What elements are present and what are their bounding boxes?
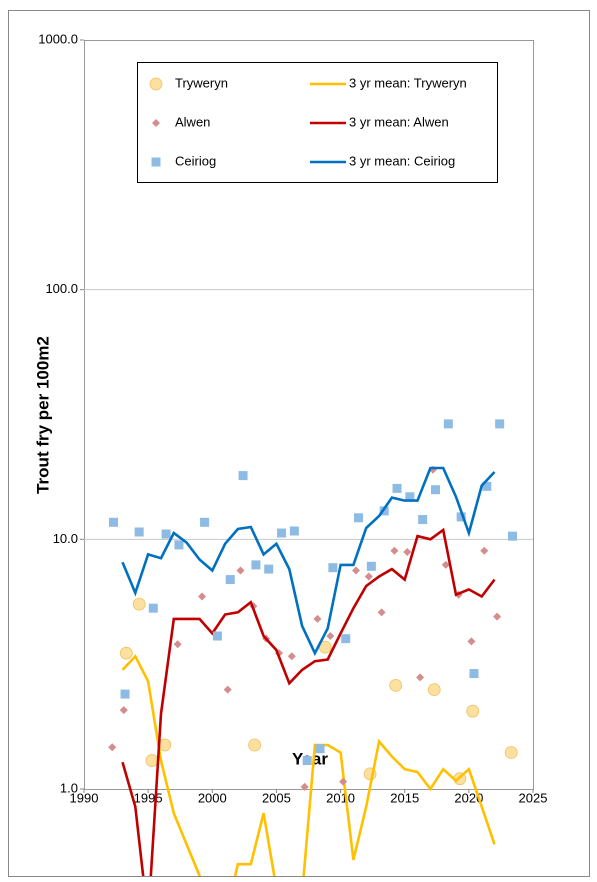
- point: [507, 531, 517, 541]
- point: [145, 754, 159, 767]
- legend-label: 3 yr mean: Ceiriog: [349, 153, 455, 168]
- point: [251, 560, 261, 570]
- point: [200, 517, 210, 527]
- point: [264, 564, 274, 574]
- point: [405, 492, 415, 502]
- x-tick-label: 1995: [134, 790, 163, 805]
- legend-label: Alwen: [175, 114, 210, 129]
- point: [119, 646, 133, 660]
- legend-label: 3 yr mean: Alwen: [349, 114, 449, 129]
- point: [354, 513, 364, 523]
- point: [119, 706, 128, 715]
- point: [248, 738, 262, 752]
- point: [431, 485, 441, 495]
- point: [366, 561, 376, 571]
- point: [466, 704, 480, 718]
- legend-label: 3 yr mean: Tryweryn: [349, 75, 467, 90]
- point: [108, 743, 117, 752]
- line: [121, 527, 496, 876]
- line: [121, 466, 496, 657]
- point: [467, 637, 476, 646]
- y-tick-label: 1.0: [60, 780, 78, 795]
- point: [377, 608, 386, 617]
- x-tick-label: 2000: [198, 790, 227, 805]
- point: [161, 529, 171, 539]
- data-layer: [108, 419, 518, 876]
- point: [495, 419, 505, 429]
- point: [493, 612, 502, 621]
- point: [120, 689, 130, 699]
- x-tick-label: 2025: [519, 790, 548, 805]
- point: [302, 756, 312, 766]
- point: [389, 678, 403, 692]
- y-tick-label: 10.0: [53, 531, 78, 546]
- point: [238, 471, 248, 481]
- point: [443, 419, 453, 429]
- point: [441, 560, 450, 569]
- point: [277, 528, 287, 538]
- x-tick-label: 2015: [390, 790, 419, 805]
- x-tick-label: 2010: [326, 790, 355, 805]
- legend-swatch: [151, 157, 161, 167]
- line: [121, 654, 496, 876]
- legend-label: Ceiriog: [175, 153, 216, 168]
- x-tick-label: 2005: [262, 790, 291, 805]
- point: [174, 540, 184, 550]
- point: [341, 634, 351, 644]
- point: [504, 746, 518, 759]
- point: [198, 592, 207, 601]
- point: [132, 597, 146, 611]
- point: [173, 640, 182, 649]
- point: [236, 566, 245, 575]
- point: [313, 614, 322, 623]
- point: [315, 744, 325, 754]
- point: [326, 632, 335, 641]
- point: [225, 575, 235, 585]
- point: [418, 515, 428, 525]
- point: [300, 782, 309, 791]
- legend-label: Tryweryn: [175, 75, 228, 90]
- plot-frame: [84, 40, 534, 790]
- legend-swatch: [152, 119, 160, 127]
- point: [328, 563, 338, 573]
- point: [287, 652, 296, 661]
- point: [109, 517, 119, 527]
- legend-swatch: [149, 77, 163, 91]
- point: [364, 572, 373, 581]
- point: [469, 669, 479, 679]
- y-tick-label: 100.0: [45, 281, 78, 296]
- point: [482, 481, 492, 491]
- point: [480, 546, 489, 555]
- point: [403, 547, 412, 556]
- point: [223, 685, 232, 694]
- point: [212, 631, 222, 641]
- point: [339, 777, 348, 786]
- y-axis-label: Trout fry per 100m2: [33, 336, 52, 494]
- point: [427, 683, 441, 697]
- point: [351, 566, 360, 575]
- point: [148, 603, 158, 613]
- point: [158, 738, 172, 752]
- point: [392, 483, 402, 493]
- point: [289, 526, 299, 536]
- point: [390, 546, 399, 555]
- x-tick-label: 1990: [70, 790, 99, 805]
- y-tick-label: 1000.0: [38, 31, 78, 46]
- point: [416, 673, 425, 682]
- point: [456, 512, 466, 522]
- point: [134, 527, 144, 537]
